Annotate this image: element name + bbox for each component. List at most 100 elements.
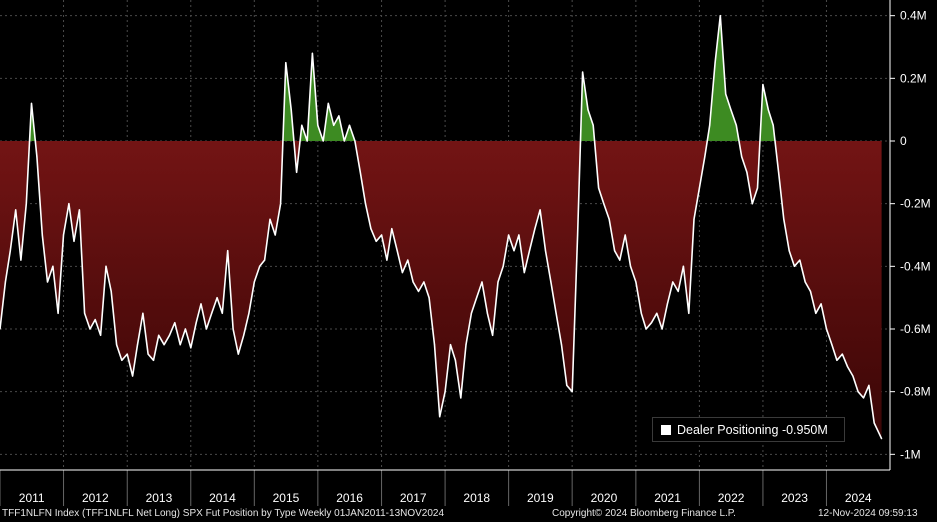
data-point	[497, 281, 499, 283]
data-point	[539, 209, 541, 211]
data-point	[666, 303, 669, 305]
data-point	[820, 303, 822, 305]
data-point	[274, 234, 276, 236]
data-point	[719, 15, 721, 17]
legend: Dealer Positioning -0.950M	[652, 417, 845, 442]
data-point	[846, 366, 849, 368]
data-point	[862, 397, 865, 399]
legend-swatch	[661, 424, 671, 435]
data-point	[15, 209, 17, 211]
data-point	[147, 353, 149, 355]
x-tick-label: 2024	[845, 491, 872, 505]
data-point	[184, 328, 186, 330]
data-point	[439, 416, 441, 418]
data-point	[211, 312, 213, 314]
data-point	[9, 250, 11, 252]
x-tick-label: 2012	[82, 491, 109, 505]
data-point	[444, 391, 446, 393]
data-point	[20, 259, 22, 261]
data-point	[423, 281, 425, 283]
data-point	[52, 265, 54, 267]
data-point	[168, 334, 171, 336]
data-point	[68, 203, 70, 205]
data-point	[730, 109, 732, 111]
data-point	[746, 171, 748, 173]
data-point	[41, 234, 43, 236]
data-point	[142, 312, 144, 314]
data-point	[370, 228, 372, 230]
data-point	[46, 281, 49, 283]
data-point	[57, 312, 59, 314]
data-point	[650, 322, 653, 324]
data-point	[544, 250, 547, 252]
data-point	[359, 171, 361, 173]
data-point	[709, 124, 711, 126]
data-point	[682, 265, 685, 267]
data-point	[566, 384, 568, 386]
data-point	[741, 156, 743, 158]
x-tick-label: 2014	[209, 491, 236, 505]
data-point	[550, 281, 552, 283]
data-point	[624, 234, 626, 236]
axes: 0.4M 0.2M 0 -0.2M -0.4M -0.6M -0.8M -1M 2011 2012…	[0, 0, 931, 506]
data-point	[417, 290, 420, 292]
data-point	[401, 272, 403, 274]
data-point	[195, 322, 197, 324]
data-point	[528, 250, 531, 252]
y-tick-label: 0.2M	[900, 71, 927, 85]
dealer-positioning-chart: 0.4M 0.2M 0 -0.2M -0.4M -0.6M -0.8M -1M 2011 2012…	[0, 0, 931, 506]
data-point	[725, 93, 727, 95]
data-point	[555, 312, 557, 314]
footer-copyright: Copyright© 2024 Bloomberg Finance L.P.	[552, 508, 736, 519]
data-point	[523, 272, 525, 274]
data-point	[36, 156, 38, 158]
data-point	[868, 384, 870, 386]
data-point	[688, 312, 690, 314]
data-point	[433, 344, 436, 346]
data-point	[428, 297, 430, 299]
data-point	[317, 124, 319, 126]
footer-ticker-description: TFF1NLFN Index (TFF1NLFL Net Long) SPX F…	[2, 508, 445, 519]
data-point	[873, 422, 875, 424]
data-point	[793, 265, 796, 267]
data-point	[243, 334, 245, 336]
data-point	[804, 281, 806, 283]
data-point	[100, 334, 102, 336]
data-point	[259, 265, 261, 267]
negative-area-fill	[0, 141, 882, 439]
legend-series-name: Dealer Positioning	[677, 422, 779, 437]
data-point	[857, 391, 859, 393]
data-point	[592, 124, 594, 126]
data-point	[809, 290, 812, 292]
x-tick-label: 2016	[336, 491, 363, 505]
data-point	[290, 109, 292, 111]
x-tick-label: 2022	[718, 491, 745, 505]
data-point	[598, 187, 600, 189]
data-point	[116, 344, 118, 346]
data-point	[73, 240, 75, 242]
data-point	[232, 328, 234, 330]
data-point	[338, 115, 340, 117]
data-point	[635, 281, 637, 283]
data-point	[534, 228, 536, 230]
data-point	[158, 334, 160, 336]
data-point	[179, 344, 181, 346]
data-point	[672, 281, 674, 283]
data-point	[608, 218, 610, 220]
data-point	[852, 375, 854, 377]
data-point	[354, 140, 356, 142]
data-point	[640, 312, 642, 314]
x-tick-label: 2019	[527, 491, 554, 505]
data-point	[174, 322, 176, 324]
data-point	[449, 344, 452, 346]
data-point	[285, 62, 287, 64]
data-point	[836, 359, 838, 361]
data-point	[704, 156, 706, 158]
data-point	[391, 228, 393, 230]
data-point	[136, 344, 139, 346]
data-point	[502, 265, 504, 267]
data-point	[470, 312, 472, 314]
legend-label: Dealer Positioning -0.950M	[677, 423, 828, 437]
data-point	[110, 290, 112, 292]
data-point	[772, 124, 774, 126]
